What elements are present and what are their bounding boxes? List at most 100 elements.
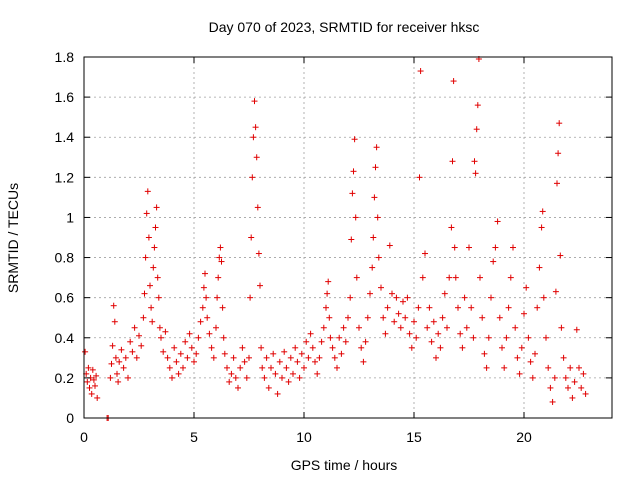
data-point xyxy=(204,314,211,321)
data-point xyxy=(552,288,559,295)
data-point xyxy=(547,384,554,391)
data-point xyxy=(193,350,200,357)
data-point xyxy=(391,318,398,325)
data-point xyxy=(557,252,564,259)
data-point xyxy=(374,214,381,221)
data-point xyxy=(232,374,239,381)
data-point xyxy=(463,324,470,331)
data-point xyxy=(259,364,266,371)
data-point xyxy=(529,374,536,381)
data-point xyxy=(367,290,373,297)
data-point xyxy=(82,348,89,355)
data-point xyxy=(258,344,265,351)
data-point xyxy=(180,364,186,371)
data-point xyxy=(560,354,567,361)
data-point xyxy=(406,330,413,337)
data-point xyxy=(334,364,340,371)
data-point xyxy=(477,274,483,281)
data-point xyxy=(250,134,257,141)
data-point xyxy=(351,136,358,143)
data-point xyxy=(408,344,415,351)
data-point xyxy=(307,330,314,337)
data-point xyxy=(217,244,224,251)
data-point xyxy=(224,364,230,371)
data-point xyxy=(573,326,580,333)
data-point xyxy=(191,358,197,365)
x-axis-label: GPS time / hours xyxy=(291,457,398,473)
data-point xyxy=(292,344,299,351)
data-point xyxy=(483,364,490,371)
data-point xyxy=(378,284,384,291)
data-point xyxy=(274,390,281,397)
data-point xyxy=(516,370,523,377)
data-point xyxy=(214,294,221,301)
data-point xyxy=(471,158,478,165)
data-point xyxy=(494,218,501,225)
data-point xyxy=(518,344,525,351)
data-point xyxy=(107,374,114,381)
data-point xyxy=(424,324,431,331)
data-point xyxy=(437,344,444,351)
data-point xyxy=(118,346,125,353)
data-point xyxy=(474,102,481,109)
data-point xyxy=(578,384,585,391)
data-point xyxy=(451,244,458,251)
data-point xyxy=(340,324,347,331)
data-point xyxy=(382,330,389,337)
chart-title: Day 070 of 2023, SRMTID for receiver hks… xyxy=(209,19,480,35)
data-point xyxy=(565,384,571,391)
data-point xyxy=(386,242,393,249)
y-tick-label: 0.8 xyxy=(55,250,75,266)
data-point xyxy=(481,350,488,357)
data-point xyxy=(389,290,395,297)
data-point xyxy=(318,338,325,345)
data-point xyxy=(400,298,406,305)
data-point xyxy=(373,144,380,151)
data-point xyxy=(303,338,310,345)
data-point xyxy=(444,324,450,331)
data-point xyxy=(523,284,530,291)
data-point xyxy=(402,314,409,321)
data-point xyxy=(459,344,466,351)
data-point xyxy=(188,344,195,351)
data-point xyxy=(417,68,424,75)
data-point xyxy=(569,394,576,401)
x-tick-label: 0 xyxy=(80,429,88,445)
data-point xyxy=(393,294,400,301)
y-tick-label: 0.4 xyxy=(55,330,75,346)
data-point xyxy=(369,264,376,271)
data-point xyxy=(116,358,123,365)
data-point xyxy=(350,168,357,175)
data-point xyxy=(571,378,578,385)
data-point xyxy=(457,330,464,337)
data-point xyxy=(115,378,122,385)
data-point xyxy=(492,244,499,251)
data-point xyxy=(86,384,93,391)
y-tick-label: 1.2 xyxy=(55,169,75,185)
data-point xyxy=(145,234,152,241)
data-point xyxy=(210,354,217,361)
data-point xyxy=(349,190,356,197)
data-point xyxy=(452,274,459,281)
data-point xyxy=(555,150,562,157)
data-point xyxy=(472,170,479,177)
data-point xyxy=(142,254,149,261)
data-point xyxy=(455,304,461,311)
data-point xyxy=(538,224,545,231)
data-point xyxy=(461,294,468,301)
data-point xyxy=(252,124,259,131)
data-point xyxy=(182,338,189,345)
data-point xyxy=(226,378,233,385)
data-point xyxy=(219,304,226,311)
data-point xyxy=(488,294,494,301)
data-point xyxy=(551,374,558,381)
data-point xyxy=(485,334,492,341)
data-point xyxy=(296,374,303,381)
data-point xyxy=(276,358,283,365)
data-point xyxy=(327,334,334,341)
data-point xyxy=(141,290,148,297)
data-point xyxy=(154,274,161,281)
data-point xyxy=(312,358,318,365)
data-point xyxy=(450,78,457,85)
